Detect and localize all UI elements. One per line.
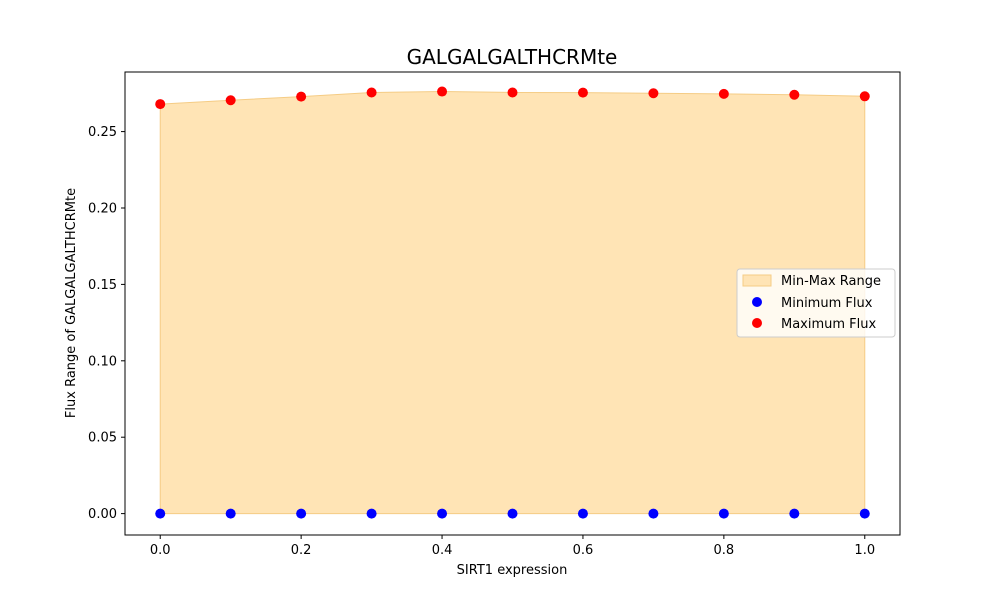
maximum-flux-point [225,95,236,106]
y-tick-label: 0.25 [88,125,117,140]
maximum-flux-point [859,91,870,102]
points-layer [155,86,870,519]
minimum-flux-point [648,508,659,519]
minimum-flux-point [225,508,236,519]
y-tick-label: 0.10 [88,354,117,369]
legend-label-maximum-flux: Maximum Flux [781,317,877,332]
maximum-flux-point [296,91,307,102]
legend-box [736,268,896,338]
x-tick-label: 0.0 [150,543,171,558]
maximum-flux-point [718,88,729,99]
y-tick-label: 0.20 [88,201,117,216]
legend-swatch-min-max-range [742,274,772,287]
maximum-flux-point [155,99,166,110]
minimum-flux-point [507,508,518,519]
minimum-flux-point [155,508,166,519]
maximum-flux-point [789,89,800,100]
y-tick-label: 0.05 [88,431,117,446]
legend-label-minimum-flux: Minimum Flux [781,296,873,311]
legend: Min-Max Range Minimum Flux Maximum Flux [736,268,896,338]
x-axis-label: SIRT1 expression [457,563,568,578]
x-tick-label: 0.8 [714,543,735,558]
minimum-flux-point [366,508,377,519]
legend-marker-minimum-flux [752,297,762,307]
legend-label-min-max-range: Min-Max Range [781,274,881,289]
x-tick-label: 1.0 [854,543,875,558]
maximum-flux-point [366,87,377,98]
x-axis-ticks: 0.0 0.2 0.4 0.6 0.8 1.0 [150,535,875,558]
maximum-flux-point [437,86,448,97]
x-tick-label: 0.4 [432,543,453,558]
x-tick-label: 0.6 [573,543,594,558]
axes-frame [124,71,901,536]
y-tick-label: 0.15 [88,278,117,293]
y-axis-label: Flux Range of GALGALGALTHCRMte [64,188,79,418]
maximum-flux-point [648,88,659,99]
y-tick-label: 0.00 [88,507,117,522]
y-axis-ticks: 0.00 0.05 0.10 0.15 0.20 0.25 [88,125,125,522]
minimum-flux-point [437,508,448,519]
minimum-flux-point [718,508,729,519]
x-tick-label: 0.2 [291,543,312,558]
minimum-flux-point [859,508,870,519]
minimum-flux-point [577,508,588,519]
minimum-flux-point [296,508,307,519]
maximum-flux-point [507,87,518,98]
maximum-flux-point [577,87,588,98]
legend-marker-maximum-flux [752,318,762,328]
chart-title: GALGALGALTHCRMte [407,45,618,69]
minimum-flux-point [789,508,800,519]
